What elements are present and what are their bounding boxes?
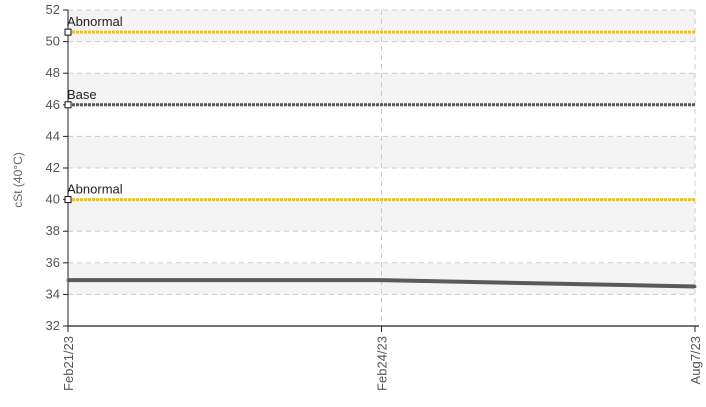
plot-band <box>68 73 695 105</box>
reference-marker <box>64 28 72 36</box>
tick-labels: 32 34 36 38 40 42 44 46 48 50 52 Feb21/23 Feb24/23 Au… <box>46 2 703 391</box>
y-tick-label: 44 <box>46 128 60 143</box>
x-tick-label: Aug7/23 <box>688 336 703 384</box>
reference-lines: Abnormal Base Abnormal <box>64 14 695 204</box>
plot-band <box>68 136 695 168</box>
reference-marker <box>64 101 72 109</box>
data-point <box>693 285 697 288</box>
y-tick-label: 46 <box>46 97 60 112</box>
plot-band <box>68 10 695 42</box>
y-tick-label: 50 <box>46 34 60 49</box>
reference-marker <box>64 196 72 204</box>
y-tick-label: 42 <box>46 160 60 175</box>
reference-label: Base <box>67 87 97 102</box>
y-tick-label: 40 <box>46 192 60 207</box>
x-tick-label: Feb24/23 <box>375 336 390 391</box>
y-tick-label: 48 <box>46 65 60 80</box>
x-tick-label: Feb21/23 <box>61 336 76 391</box>
y-tick-label: 34 <box>46 286 60 301</box>
axes <box>63 9 699 332</box>
reference-label: Abnormal <box>67 182 123 197</box>
data-point <box>380 278 383 282</box>
plot-band <box>68 199 695 232</box>
y-tick-label: 52 <box>46 2 60 17</box>
y-tick-label: 38 <box>46 223 60 238</box>
y-tick-label: 32 <box>46 318 60 333</box>
y-axis-title: cSt (40°C) <box>11 152 25 207</box>
plot-bands <box>68 10 695 295</box>
y-tick-label: 36 <box>46 255 60 270</box>
series-lines <box>66 278 697 289</box>
reference-label: Abnormal <box>67 14 123 29</box>
data-point <box>66 278 70 282</box>
